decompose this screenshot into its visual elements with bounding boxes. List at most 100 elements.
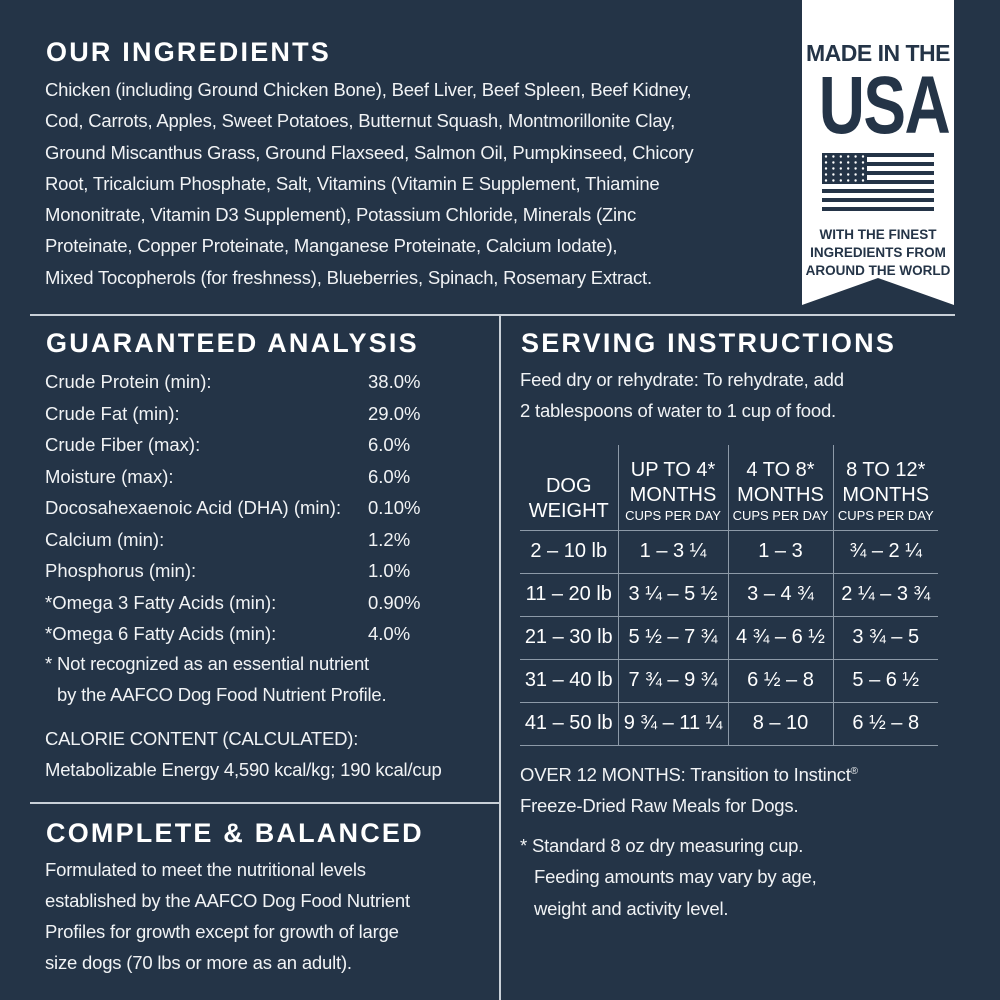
flag-star [861,173,865,176]
flag-star [824,167,828,170]
flag-star [824,161,828,164]
flag-star [861,179,865,182]
serving-title: SERVING INSTRUCTIONS [521,328,897,358]
nutrient-name: *Omega 6 Fatty Acids (min): [45,623,277,644]
header-line: 4 TO 8* [746,458,815,481]
divider [499,315,501,1000]
over-text: OVER 12 MONTHS: Transition to Instinct [520,764,851,786]
nutrient-name: Crude Protein (min): [45,371,212,392]
intro-line: Feed dry or rehydrate: To rehydrate, add [520,369,844,390]
complete-line: size dogs (70 lbs or more as an adult). [45,952,352,973]
us-flag-icon [822,153,934,211]
ingredient-line: Root, Tricalcium Phosphate, Salt, Vitami… [45,172,660,194]
serving-intro: Feed dry or rehydrate: To rehydrate, add… [520,364,844,427]
table-header: DOG WEIGHT [520,445,618,531]
table-header: 8 TO 12* MONTHS CUPS PER DAY [832,445,938,531]
flag-star [824,179,828,182]
complete-line: Profiles for growth except for growth of… [45,921,399,942]
analysis-title: GUARANTEED ANALYSIS [46,328,419,358]
table-cell: 2 – 10 lb [520,530,618,574]
table-cell: 31 – 40 lb [520,659,618,703]
flag-star [839,167,842,170]
nutrient-value: 4.0% [368,623,411,644]
table-header: UP TO 4* MONTHS CUPS PER DAY [617,445,728,531]
flag-star [824,173,828,176]
flag-star [861,155,865,158]
analysis-row: Calcium (min): 1.2% [45,524,420,556]
header-line: 8 TO 12* [846,458,926,481]
note-line: * Not recognized as an essential nutrien… [45,653,369,674]
intro-line: 2 tablespoons of water to 1 cup of food. [520,400,836,422]
nutrient-name: Crude Fiber (max): [45,434,201,455]
flag-star [832,179,835,182]
table-cell: 9 ¾ – 11 ¼ [617,702,728,746]
nutrient-value: 1.2% [368,528,411,550]
badge-text: AROUND THE WORLD [805,263,951,278]
table-cell: 41 – 50 lb [520,702,618,746]
complete-line: established by the AAFCO Dog Food Nutrie… [45,890,410,911]
table-cell: 2 ¼ – 3 ¾ [832,573,938,617]
table-cell: 3 ¼ – 5 ½ [617,573,728,617]
flag-star [824,155,828,158]
flag-star [832,167,835,170]
flag-star [847,167,850,170]
table-cell: 3 ¾ – 5 [832,616,938,660]
calorie-heading: CALORIE CONTENT (CALCULATED): [45,728,359,749]
nutrient-value: 0.10% [368,497,421,518]
analysis-row: *Omega 3 Fatty Acids (min): 0.90% [45,587,420,619]
flag-star [847,155,850,158]
table-cell: 6 ½ – 8 [832,702,938,746]
nutrient-value: 38.0% [368,371,421,392]
table-header: 4 TO 8* MONTHS CUPS PER DAY [727,445,833,531]
table-cell: 3 – 4 ¾ [727,573,833,617]
header-line: MONTHS [737,483,824,506]
divider [30,802,500,804]
complete-text: Formulated to meet the nutritional level… [45,854,410,978]
flag-star [854,161,857,164]
registered-mark: ® [850,766,858,777]
flag-star [839,173,842,176]
table-cell: 5 – 6 ½ [832,659,938,703]
flag-star [832,161,835,164]
ingredient-line: Mixed Tocopherols (for freshness), Blueb… [45,266,652,288]
flag-star [861,161,865,164]
flag-star [832,155,835,158]
ingredients-list: Chicken (including Ground Chicken Bone),… [45,74,694,293]
divider [30,314,955,316]
foot-line: Feeding amounts may vary by age, [534,866,817,888]
analysis-row: Crude Protein (min): 38.0% [45,366,420,398]
complete-title: COMPLETE & BALANCED [46,818,424,848]
flag-star [847,173,850,176]
ingredients-title: OUR INGREDIENTS [46,37,332,67]
nutrient-value: 29.0% [368,402,421,424]
header-line: WEIGHT [528,499,609,522]
made-in-usa-badge: MADE IN THE USA WITH THE FINEST INGREDIE… [802,0,954,305]
note-line: by the AAFCO Dog Food Nutrient Profile. [57,684,387,706]
header-sub: CUPS PER DAY [625,507,721,523]
table-cell: 21 – 30 lb [520,616,618,660]
flag-star [839,161,842,164]
badge-usa: USA [818,60,951,151]
table-cell: 6 ½ – 8 [727,659,833,703]
nutrient-name: Crude Fat (min): [45,402,180,424]
nutrient-value: 0.90% [368,591,421,613]
header-line: MONTHS [842,483,930,506]
ingredient-line: Ground Miscanthus Grass, Ground Flaxseed… [45,141,694,163]
nutrient-value: 6.0% [368,465,411,487]
badge-text: WITH THE FINEST [819,227,937,242]
badge-text: MADE IN THE [806,40,951,66]
nutrient-value: 1.0% [368,560,411,581]
badge-text: INGREDIENTS FROM [810,245,946,260]
header-line: DOG [545,474,592,497]
analysis-row: *Omega 6 Fatty Acids (min): 4.0% [45,618,420,650]
over-12-months: OVER 12 MONTHS: Transition to Instinct® … [520,756,858,822]
nutrient-name: Phosphorus (min): [45,560,197,581]
analysis-row: Moisture (max): 6.0% [45,461,420,493]
flag-star [839,155,842,158]
serving-footnote: * Standard 8 oz dry measuring cup. Feedi… [520,830,817,924]
flag-star [854,167,857,170]
